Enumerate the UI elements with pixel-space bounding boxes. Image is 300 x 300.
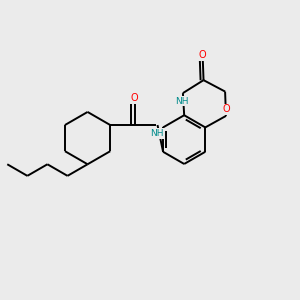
Text: NH: NH [176,97,189,106]
Text: O: O [222,104,230,114]
Text: O: O [131,93,138,103]
Text: O: O [199,50,206,60]
Text: NH: NH [150,129,164,138]
